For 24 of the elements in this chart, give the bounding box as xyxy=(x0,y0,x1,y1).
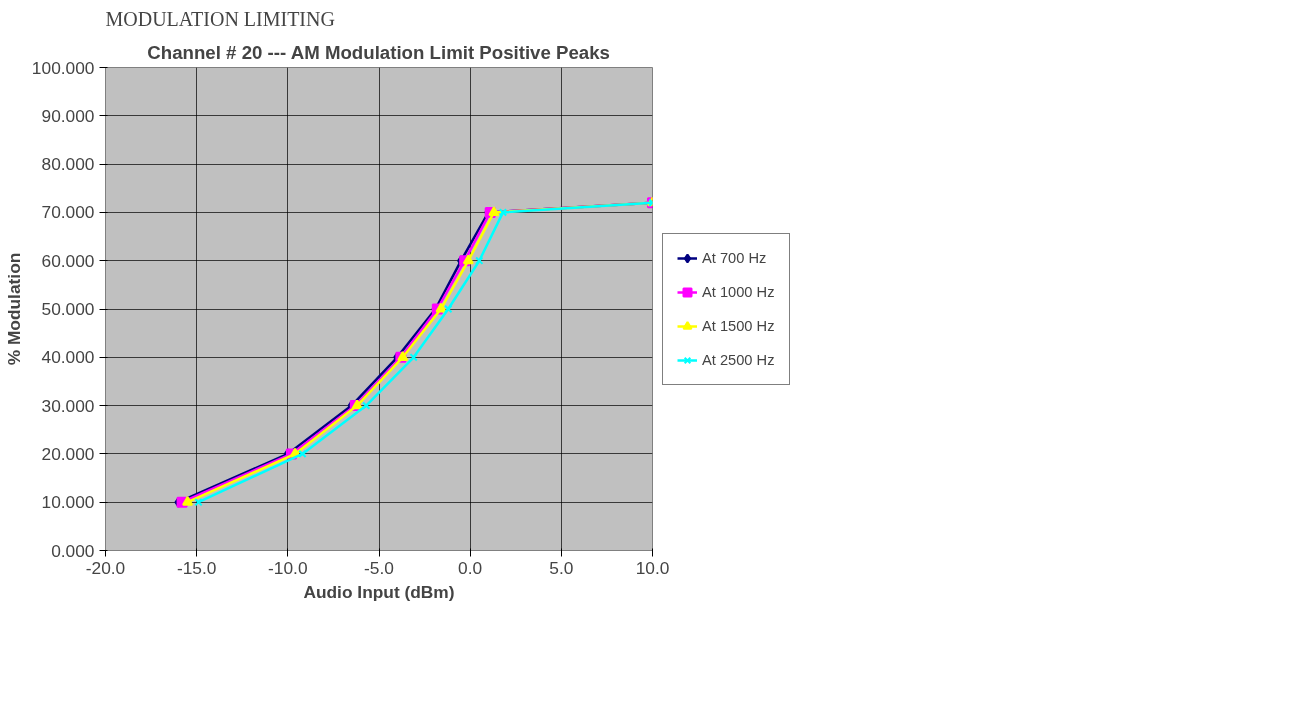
x-tick-label: -15.0 xyxy=(176,557,217,578)
y-tick-label: 30.000 xyxy=(41,395,95,416)
legend-label: At 1000 Hz xyxy=(702,283,775,300)
y-axis-title: % Modulation xyxy=(3,252,24,366)
y-tick-label: 40.000 xyxy=(41,347,95,368)
x-tick-label: 10.0 xyxy=(635,557,670,578)
y-tick-label: 20.000 xyxy=(41,443,95,464)
x-tick-label: 5.0 xyxy=(549,557,574,578)
y-tick-label: 100.000 xyxy=(31,57,95,78)
y-tick-label: 70.000 xyxy=(41,202,95,223)
chart-title: Channel # 20 --- AM Modulation Limit Positive Peaks xyxy=(147,41,610,63)
y-tick-label: 60.000 xyxy=(41,250,95,271)
legend-label: At 2500 Hz xyxy=(702,351,775,368)
text: MODULATION LIMITING xyxy=(105,7,335,30)
x-axis-title: Audio Input (dBm) xyxy=(303,581,455,602)
legend-label: At 700 Hz xyxy=(702,249,767,266)
x-tick-label: 0.0 xyxy=(458,557,483,578)
y-tick-label: 10.000 xyxy=(41,492,95,513)
legend-label: At 1500 Hz xyxy=(702,317,775,334)
y-tick-label: 80.000 xyxy=(41,154,95,175)
y-tick-label: 50.000 xyxy=(41,299,95,319)
y-tick-label: 90.000 xyxy=(41,105,95,126)
x-tick-label: -5.0 xyxy=(364,557,394,578)
x-tick-label: -10.0 xyxy=(268,557,308,578)
